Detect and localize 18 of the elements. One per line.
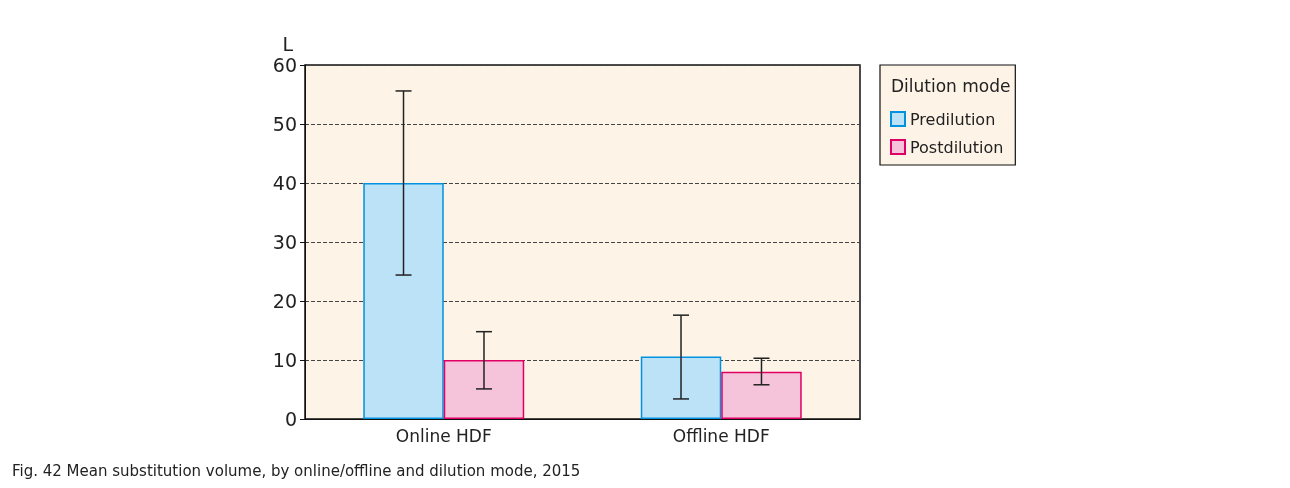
caption: Fig. 42 Mean substitution volume, by online/offline and dilution mode, 2015 [12, 462, 581, 480]
bar [443, 360, 525, 419]
y-tick-label: 40 [272, 172, 297, 194]
bar [363, 183, 444, 419]
x-tick-label: Offline HDF [672, 425, 770, 446]
x-tick-label: Online HDF [395, 425, 492, 446]
bar [721, 371, 802, 419]
y-axis-title: L [282, 32, 294, 55]
y-tick-label: 20 [272, 290, 297, 312]
y-tick-label: 30 [272, 231, 297, 253]
y-tick-label: 10 [272, 349, 297, 371]
legend-label: Predilution [910, 109, 996, 129]
bar [640, 356, 722, 419]
y-tick-label: 50 [272, 113, 297, 135]
y-tick-label: 60 [272, 54, 297, 76]
legend-label: Postdilution [910, 137, 1004, 157]
y-tick-label: 0 [284, 408, 297, 430]
legend-title: Dilution mode [891, 75, 1011, 96]
